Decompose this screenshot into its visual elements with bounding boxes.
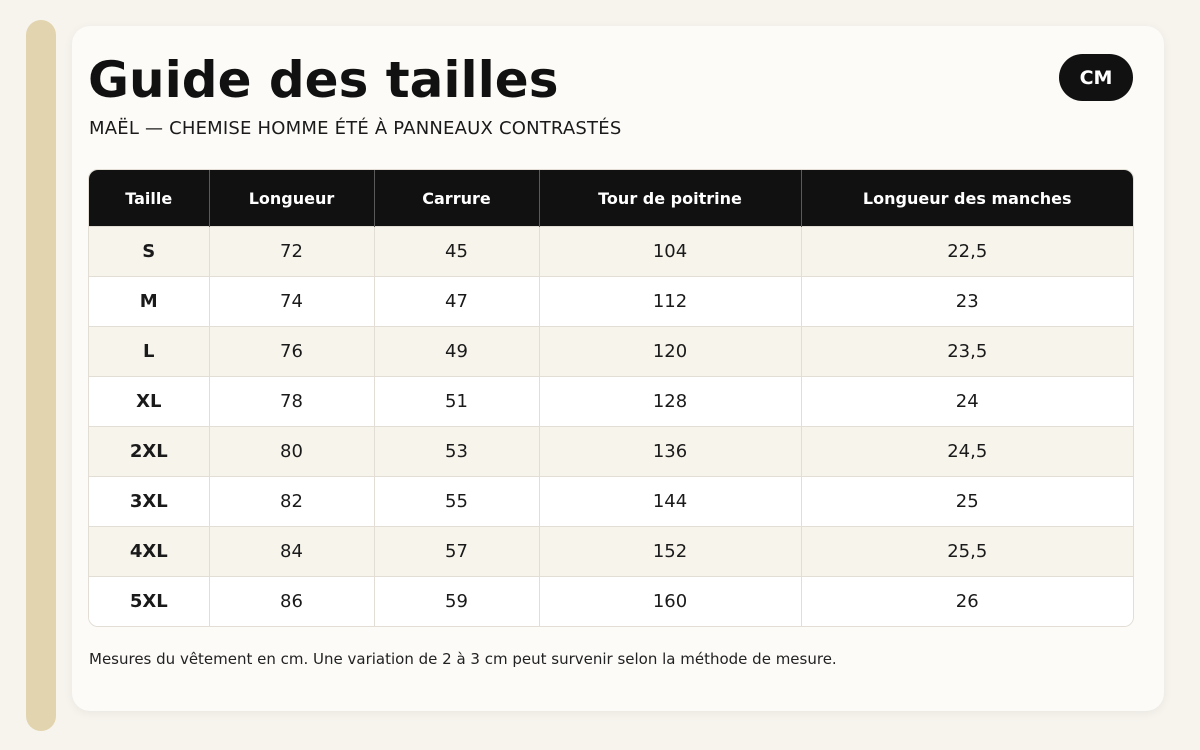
size-cell: 5XL	[89, 576, 210, 626]
table-row: 5XL 86 59 160 26	[89, 576, 1133, 626]
measurement-cell: 24,5	[801, 426, 1133, 477]
size-cell: 4XL	[89, 526, 210, 577]
measurement-cell: 59	[374, 576, 540, 626]
measurement-cell: 152	[539, 526, 802, 577]
table-row: L 76 49 120 23,5	[89, 326, 1133, 377]
measurement-cell: 136	[539, 426, 802, 477]
measurement-cell: 128	[539, 376, 802, 427]
measurement-cell: 23	[801, 276, 1133, 327]
measurement-cell: 23,5	[801, 326, 1133, 377]
measurement-cell: 47	[374, 276, 540, 327]
measurement-cell: 49	[374, 326, 540, 377]
column-header: Longueur	[209, 170, 375, 227]
measurement-cell: 25,5	[801, 526, 1133, 577]
column-header: Carrure	[374, 170, 540, 227]
table-row: 2XL 80 53 136 24,5	[89, 426, 1133, 477]
measurement-cell: 86	[209, 576, 375, 626]
measurement-cell: 84	[209, 526, 375, 577]
measurement-cell: 120	[539, 326, 802, 377]
measurement-cell: 112	[539, 276, 802, 327]
measurement-cell: 144	[539, 476, 802, 527]
page-title: Guide des tailles	[88, 51, 559, 109]
unit-toggle-button[interactable]: CM	[1059, 54, 1133, 101]
measurement-cell: 76	[209, 326, 375, 377]
measurement-cell: 78	[209, 376, 375, 427]
size-cell: XL	[89, 376, 210, 427]
size-cell: L	[89, 326, 210, 377]
measurement-cell: 26	[801, 576, 1133, 626]
size-cell: M	[89, 276, 210, 327]
measurement-cell: 22,5	[801, 226, 1133, 277]
measurement-cell: 24	[801, 376, 1133, 427]
measurement-cell: 160	[539, 576, 802, 626]
measurement-cell: 25	[801, 476, 1133, 527]
table-row: 3XL 82 55 144 25	[89, 476, 1133, 527]
table-row: 4XL 84 57 152 25,5	[89, 526, 1133, 577]
size-cell: 2XL	[89, 426, 210, 477]
measurement-cell: 72	[209, 226, 375, 277]
table-row: M 74 47 112 23	[89, 276, 1133, 327]
measurement-cell: 57	[374, 526, 540, 577]
column-header: Tour de poitrine	[539, 170, 802, 227]
accent-side-bar	[26, 20, 56, 731]
size-cell: 3XL	[89, 476, 210, 527]
measurement-cell: 104	[539, 226, 802, 277]
column-header: Taille	[89, 170, 210, 227]
size-table-container: Taille Longueur Carrure Tour de poitrine…	[88, 169, 1134, 627]
measurement-cell: 51	[374, 376, 540, 427]
measurement-cell: 53	[374, 426, 540, 477]
table-row: XL 78 51 128 24	[89, 376, 1133, 427]
size-guide-card: Guide des tailles MAËL — CHEMISE HOMME É…	[72, 26, 1164, 711]
measurement-cell: 74	[209, 276, 375, 327]
measurement-note: Mesures du vêtement en cm. Une variation…	[89, 650, 837, 668]
size-table: Taille Longueur Carrure Tour de poitrine…	[89, 170, 1133, 626]
measurement-cell: 45	[374, 226, 540, 277]
size-cell: S	[89, 226, 210, 277]
product-subtitle: MAËL — CHEMISE HOMME ÉTÉ À PANNEAUX CONT…	[89, 118, 622, 139]
table-row: S 72 45 104 22,5	[89, 226, 1133, 277]
table-header-row: Taille Longueur Carrure Tour de poitrine…	[89, 170, 1133, 227]
column-header: Longueur des manches	[801, 170, 1133, 227]
measurement-cell: 80	[209, 426, 375, 477]
measurement-cell: 82	[209, 476, 375, 527]
measurement-cell: 55	[374, 476, 540, 527]
